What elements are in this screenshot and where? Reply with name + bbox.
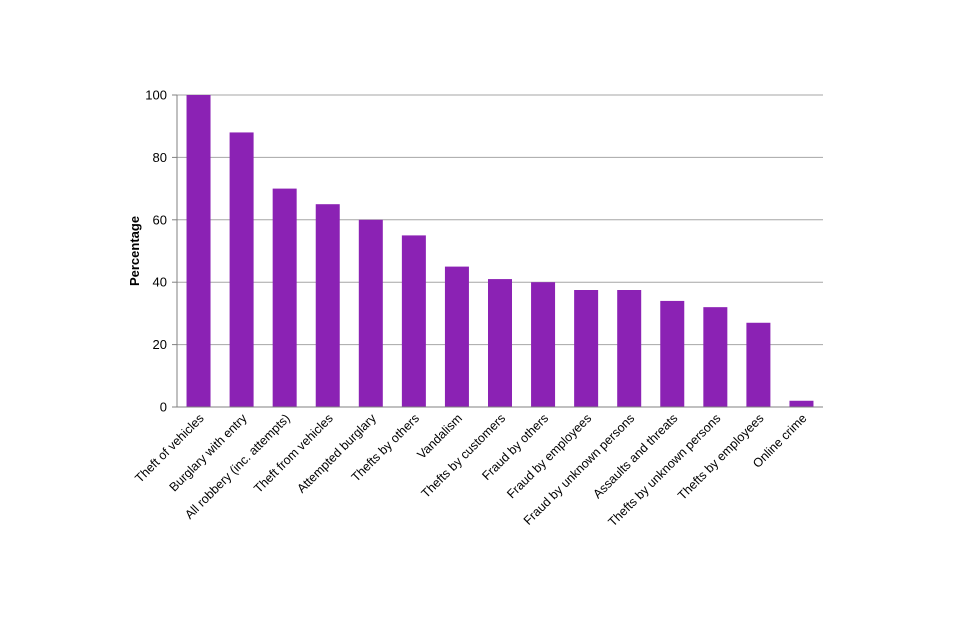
y-tick-label: 0 bbox=[160, 400, 167, 415]
bar bbox=[703, 307, 728, 407]
x-tick-label: Assaults and threats bbox=[590, 411, 680, 501]
y-tick-label: 100 bbox=[145, 88, 167, 103]
y-tick-label: 20 bbox=[153, 337, 167, 352]
bar bbox=[315, 204, 340, 407]
bar bbox=[401, 235, 426, 407]
bar bbox=[272, 188, 297, 407]
bar bbox=[488, 279, 512, 407]
y-tick-label: 40 bbox=[153, 275, 167, 290]
bar bbox=[574, 290, 599, 407]
bars bbox=[177, 95, 823, 408]
y-axis-title: Percentage bbox=[127, 216, 142, 286]
bar bbox=[746, 322, 771, 407]
bar bbox=[229, 132, 254, 407]
bar bbox=[444, 266, 469, 407]
y-tick-labels: 0 20 40 60 80 100 bbox=[145, 88, 167, 415]
bar bbox=[789, 400, 814, 407]
x-tick-label: Burglary with entry bbox=[167, 411, 251, 495]
y-tick-label: 60 bbox=[153, 212, 167, 227]
y-tick-label: 80 bbox=[153, 150, 167, 165]
bar bbox=[617, 290, 642, 407]
bar bbox=[358, 219, 383, 407]
x-tick-label: Attempted burglary bbox=[294, 411, 379, 496]
bar bbox=[660, 300, 685, 407]
bar bbox=[531, 282, 556, 407]
x-tick-label: Fraud by employees bbox=[504, 411, 594, 501]
x-tick-label: Theft from vehicles bbox=[251, 411, 336, 496]
x-tick-label: Thefts by customers bbox=[419, 411, 508, 500]
bar bbox=[186, 95, 211, 407]
